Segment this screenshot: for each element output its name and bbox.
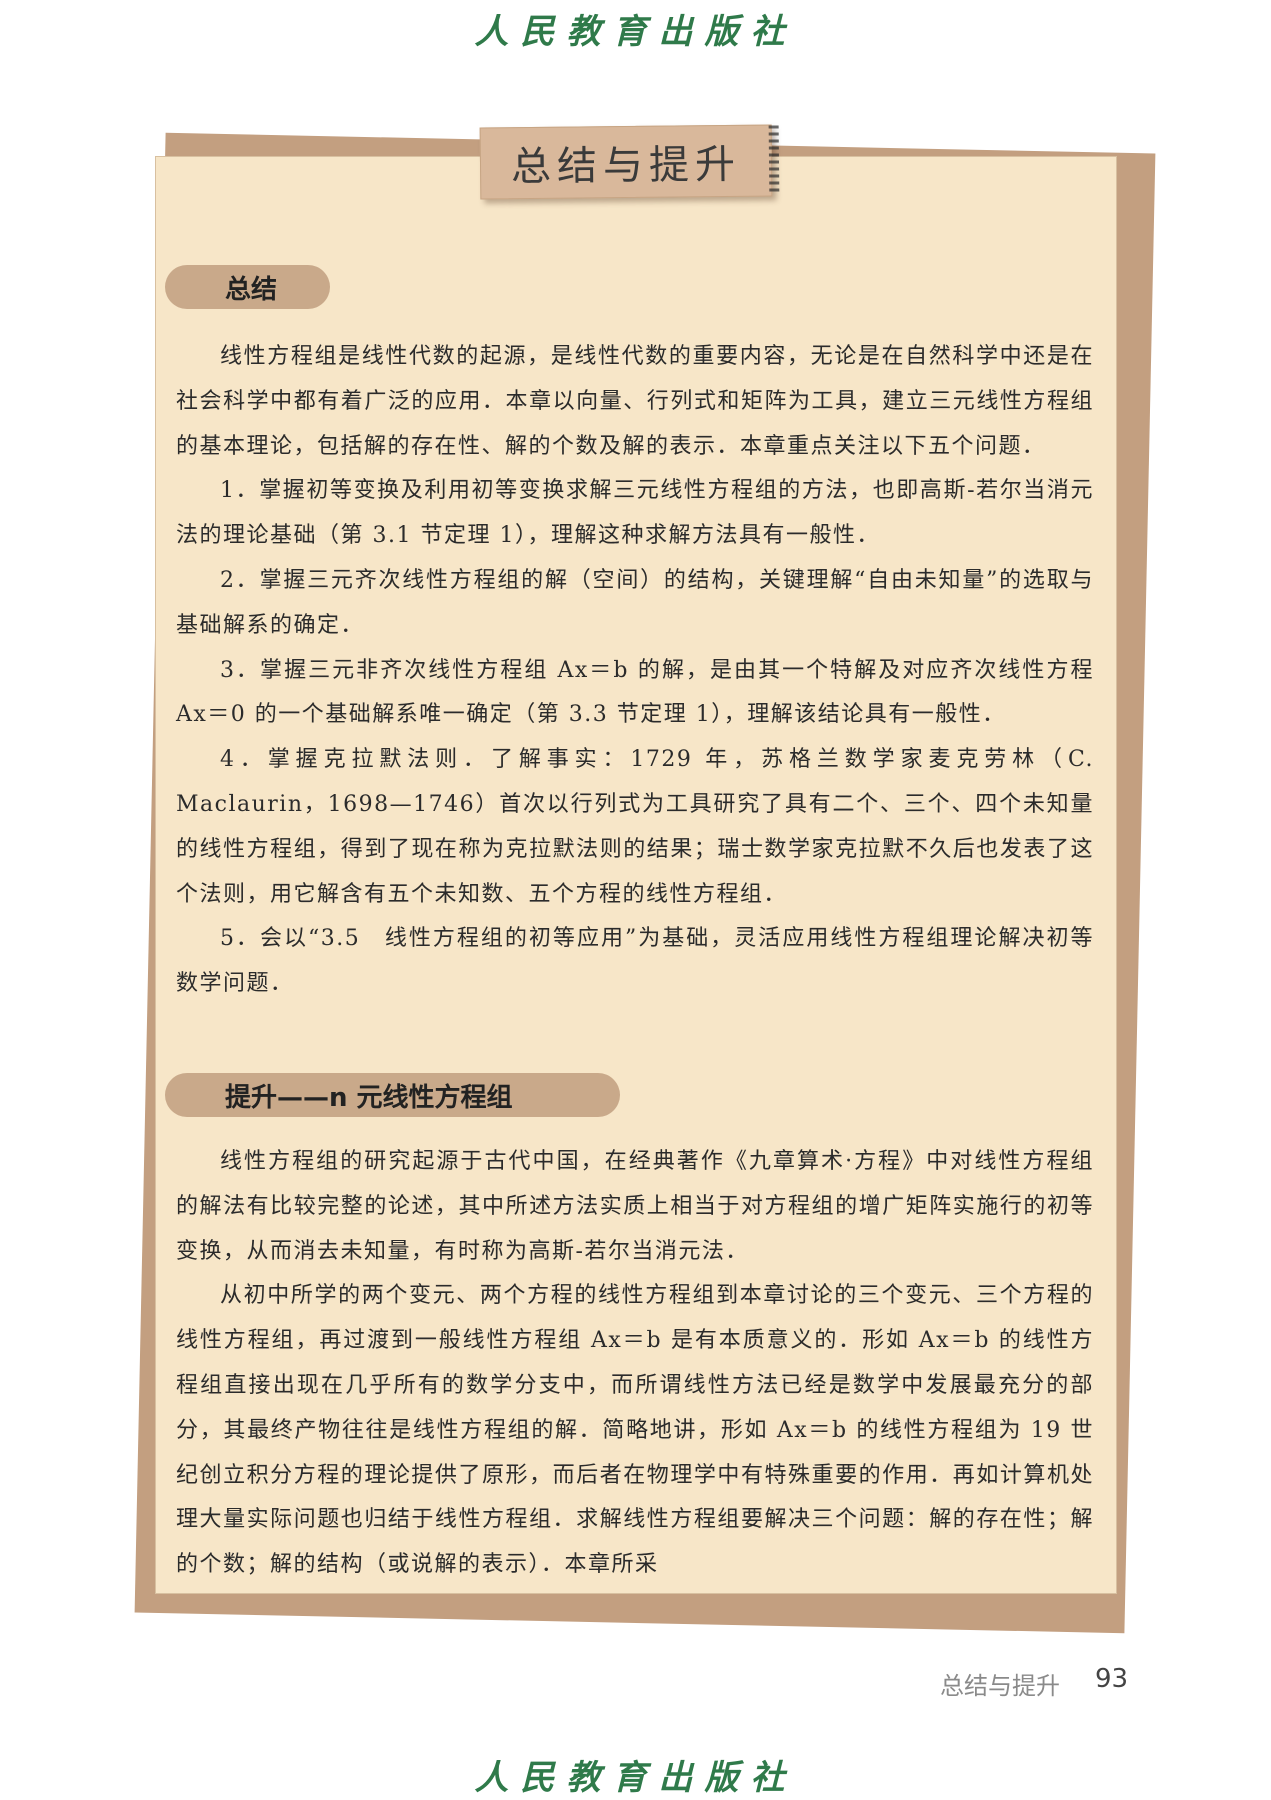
title-tag: 总结与提升 — [479, 124, 773, 200]
advance-text: 线性方程组的研究起源于古代中国，在经典著作《九章算术·方程》中对线性方程组的解法… — [176, 1140, 1094, 1588]
paragraph: 线性方程组的研究起源于古代中国，在经典著作《九章算术·方程》中对线性方程组的解法… — [176, 1149, 1094, 1264]
paragraph: 从初中所学的两个变元、两个方程的线性方程组到本章讨论的三个变元、三个方程的线性方… — [176, 1283, 1094, 1578]
footer-section-label: 总结与提升 — [940, 1672, 1060, 1700]
publisher-logo-top: 人民教育出版社 — [474, 12, 797, 52]
publisher-logo-bottom: 人民教育出版社 — [474, 1758, 797, 1798]
paragraph: 2．掌握三元齐次线性方程组的解（空间）的结构，关键理解“自由未知量”的选取与基础… — [176, 567, 1094, 638]
paragraph: 3．掌握三元非齐次线性方程组 Ax＝b 的解，是由其一个特解及对应齐次线性方程 … — [176, 657, 1094, 728]
paragraph: 5．会以“3.5 线性方程组的初等应用”为基础，灵活应用线性方程组理论解决初等数… — [176, 926, 1094, 997]
page-title: 总结与提升 — [510, 141, 742, 191]
paragraph: 4．掌握克拉默法则．了解事实：1729 年，苏格兰数学家麦克劳林（C. Macl… — [176, 747, 1094, 907]
content-sheet — [155, 156, 1117, 1594]
summary-text: 线性方程组是线性代数的起源，是线性代数的重要内容，无论是在自然科学中还是在社会科… — [176, 335, 1094, 1007]
paragraph: 线性方程组是线性代数的起源，是线性代数的重要内容，无论是在自然科学中还是在社会科… — [176, 344, 1094, 459]
page-number: 93 — [1095, 1664, 1129, 1694]
paragraph: 1．掌握初等变换及利用初等变换求解三元线性方程组的方法，也即高斯-若尔当消元法的… — [176, 478, 1094, 549]
section-heading-summary: 总结 — [165, 265, 330, 309]
section-heading-advance: 提升——n 元线性方程组 — [165, 1073, 620, 1117]
